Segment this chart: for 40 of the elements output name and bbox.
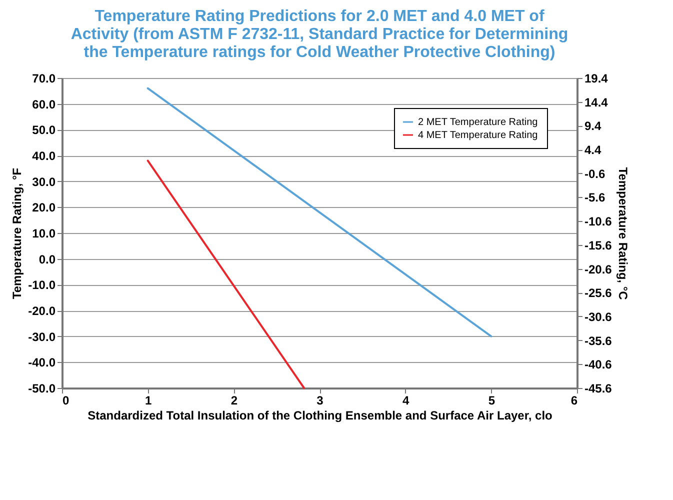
y2-tick-label: -45.6 <box>584 382 612 396</box>
y-tick-label: -30.0 <box>28 330 56 344</box>
y2-axis-title: Temperature Rating, °C <box>616 167 630 300</box>
y-axis-title: Temperature Rating, °F <box>10 168 24 300</box>
y-tick-label: -20.0 <box>28 304 56 318</box>
x-tick-label: 6 <box>570 394 578 408</box>
y-tick-label: 0.0 <box>38 252 56 266</box>
y2-tick-label: -25.6 <box>584 286 612 300</box>
y2-tick-label: -5.6 <box>584 190 606 205</box>
y2-tick-label: -0.6 <box>584 166 606 181</box>
y-tick-label: -10.0 <box>28 278 56 292</box>
x-tick-label: 5 <box>488 394 496 408</box>
x-tick-label: 3 <box>316 394 324 408</box>
x-axis-title: Standardized Total Insulation of the Clothing Ensemble and Surface Air Layer, clo <box>88 408 552 422</box>
y-tick-label: 30.0 <box>32 174 56 189</box>
y-tick-label: 70.0 <box>32 72 56 86</box>
x-tick-label: 2 <box>230 394 238 408</box>
y2-tick-label: -35.6 <box>584 334 612 348</box>
x-tick-label: 1 <box>144 394 152 408</box>
y-tick-label: 10.0 <box>32 226 56 240</box>
y-tick-label: 40.0 <box>32 149 56 163</box>
y2-tick-label: 9.4 <box>584 119 602 134</box>
legend-label: 2 MET Temperature Rating <box>418 117 538 128</box>
y2-tick-label: -20.6 <box>584 262 612 276</box>
x-tick-label: 0 <box>62 394 70 408</box>
legend-label: 4 MET Temperature Rating <box>418 130 538 141</box>
x-tick-label: 4 <box>402 394 410 408</box>
y2-tick-label: 4.4 <box>584 143 602 158</box>
y2-tick-label: -15.6 <box>584 238 612 252</box>
y-tick-label: 60.0 <box>32 97 56 112</box>
y-tick-label: -40.0 <box>28 356 56 370</box>
y-tick-label: 20.0 <box>32 200 56 215</box>
y2-tick-label: 14.4 <box>584 95 608 110</box>
y-tick-label: 50.0 <box>32 123 56 138</box>
y2-tick-label: -30.6 <box>584 310 612 324</box>
chart-title: Temperature Rating Predictions for 2.0 MET and 4.0 MET of Activity (from ASTM F 2732-11, Standard Practice for Determining the Temperature ratings for Cold Weather Protective Clothing) <box>70 8 568 61</box>
y-tick-label: -50.0 <box>28 382 56 396</box>
y2-tick-label: 19.4 <box>584 72 608 86</box>
y2-tick-label: -40.6 <box>584 358 612 372</box>
y2-tick-label: -10.6 <box>584 214 612 229</box>
